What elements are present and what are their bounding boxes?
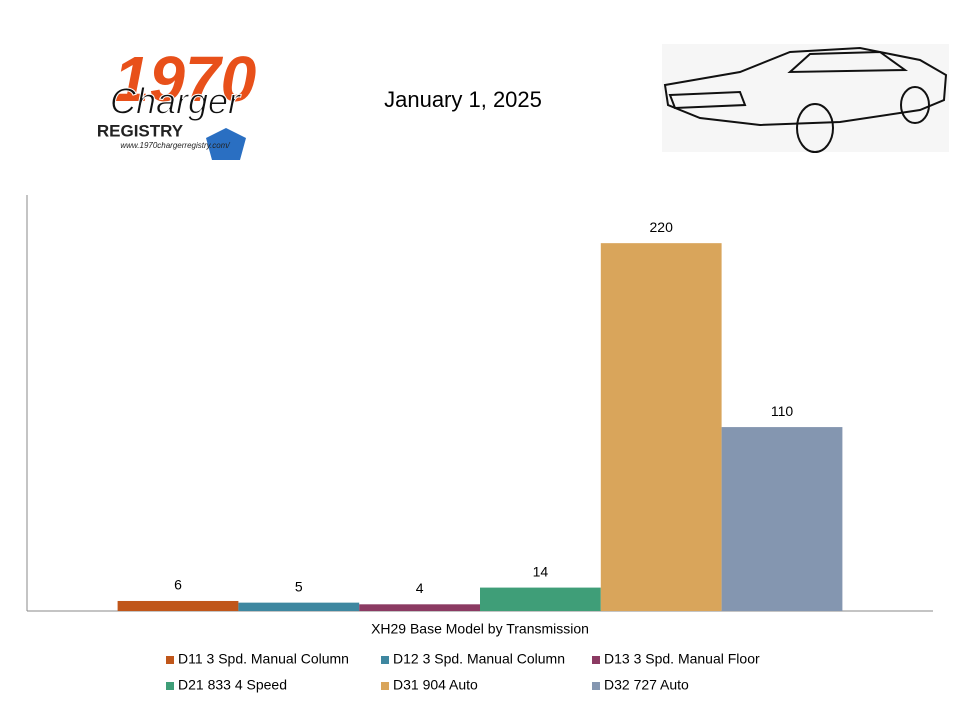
logo-year: 1970 bbox=[114, 43, 256, 115]
legend-swatch bbox=[592, 682, 600, 690]
logo-star bbox=[206, 128, 246, 160]
value-label: 4 bbox=[416, 580, 424, 596]
x-tick-label: XH29 Base Model by Transmission bbox=[371, 621, 589, 637]
legend-swatch bbox=[166, 682, 174, 690]
logo-url: www.1970chargerregistry.com/ bbox=[120, 141, 230, 150]
legend-label: D32 727 Auto bbox=[604, 677, 689, 693]
legend-label: D21 833 4 Speed bbox=[178, 677, 287, 693]
legend-label: D13 3 Spd. Manual Floor bbox=[604, 651, 760, 667]
bar bbox=[359, 604, 480, 611]
value-label: 6 bbox=[174, 577, 182, 593]
value-label: 5 bbox=[295, 578, 303, 594]
logo: 1970 Charger REGISTRY www.1970chargerreg… bbox=[97, 43, 256, 160]
bar bbox=[238, 602, 360, 611]
chart-title: January 1, 2025 bbox=[384, 87, 542, 112]
legend-label: D12 3 Spd. Manual Column bbox=[393, 651, 565, 667]
bar bbox=[721, 427, 843, 611]
bar bbox=[480, 587, 601, 611]
legend-label: D31 904 Auto bbox=[393, 677, 478, 693]
value-label: 110 bbox=[771, 403, 794, 419]
logo-registry: REGISTRY bbox=[97, 121, 184, 140]
legend-label: D11 3 Spd. Manual Column bbox=[178, 651, 349, 667]
bar bbox=[117, 600, 239, 611]
value-label: 220 bbox=[650, 219, 674, 235]
value-label: 14 bbox=[533, 563, 549, 579]
bar bbox=[600, 243, 722, 611]
legend-swatch bbox=[381, 682, 389, 690]
logo-script: Charger bbox=[110, 81, 242, 122]
legend-swatch bbox=[381, 656, 389, 664]
legend-swatch bbox=[592, 656, 600, 664]
legend-swatch bbox=[166, 656, 174, 664]
car-drawing bbox=[662, 44, 949, 153]
